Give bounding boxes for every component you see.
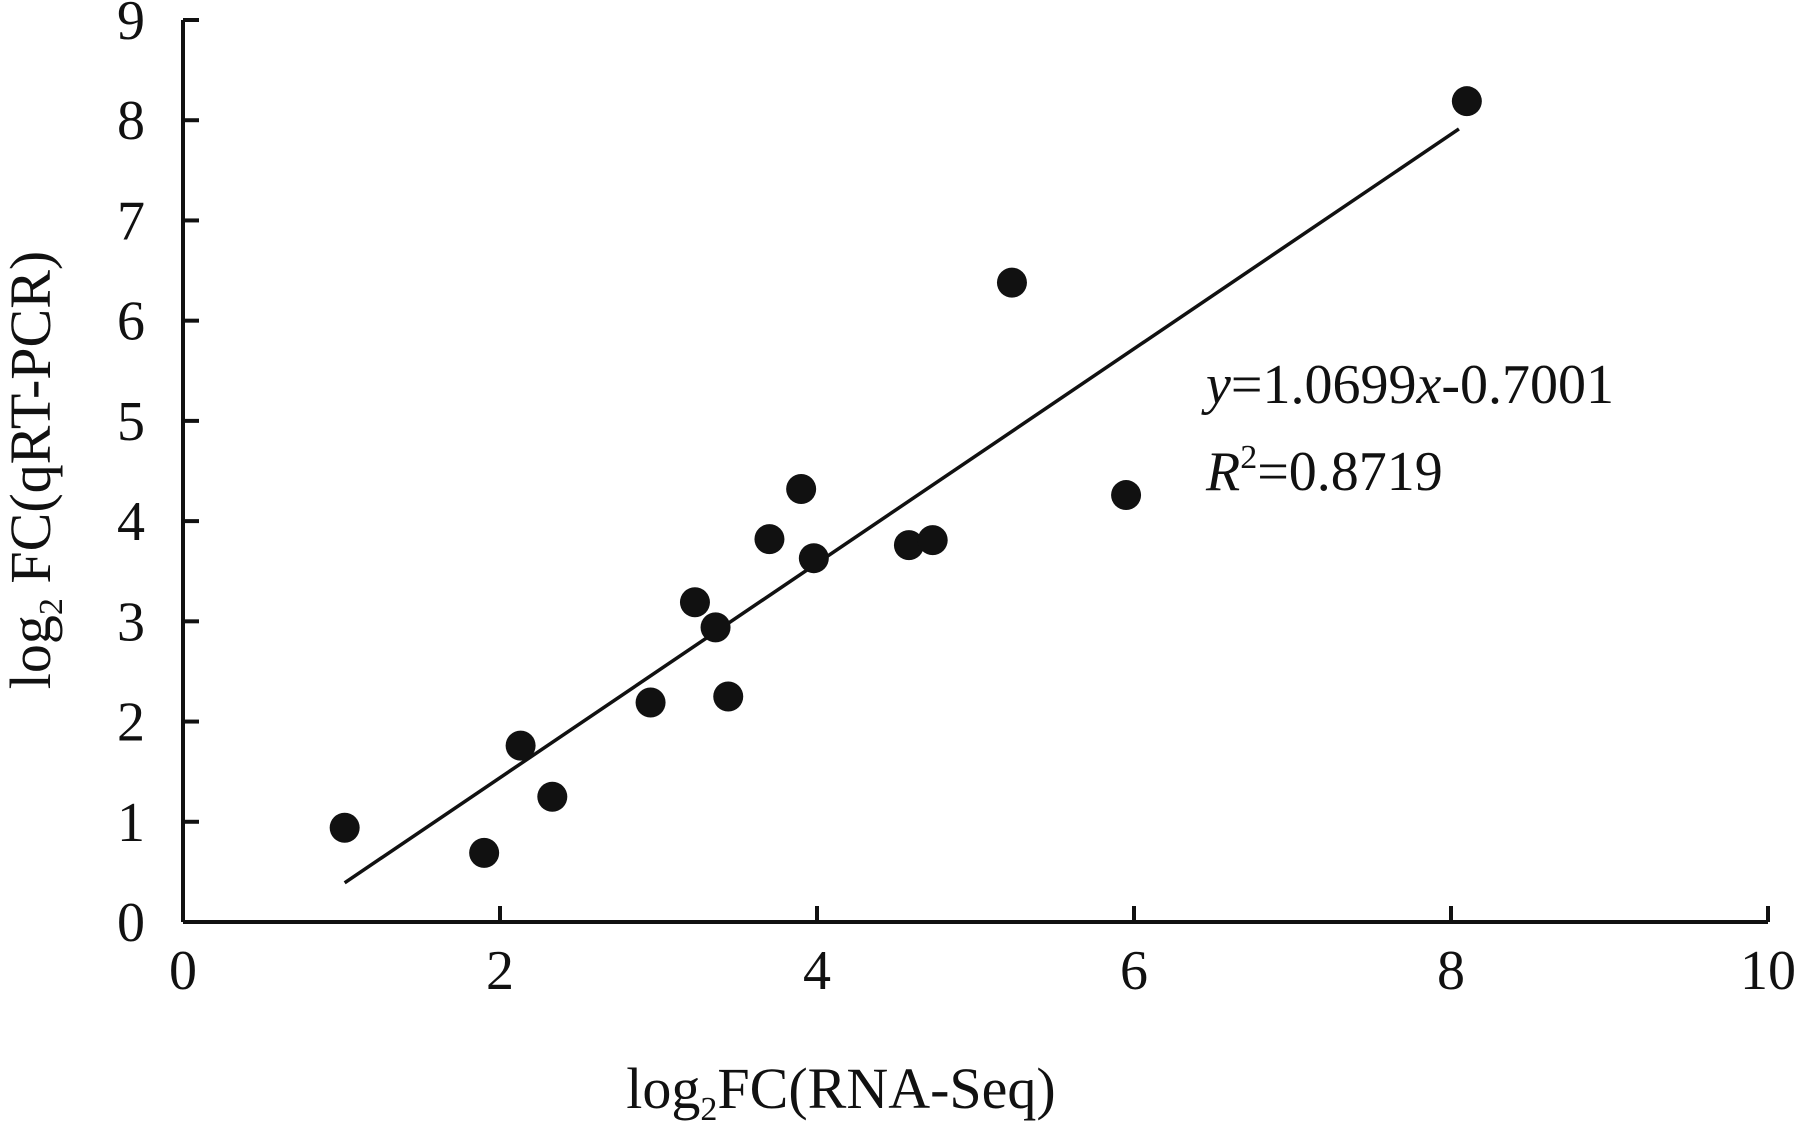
axes bbox=[181, 20, 1768, 924]
equation-x: x bbox=[1415, 354, 1441, 416]
x-tick-label: 8 bbox=[1437, 940, 1465, 1002]
data-point bbox=[754, 524, 785, 555]
equation-intercept: -0.7001 bbox=[1441, 354, 1614, 416]
data-points bbox=[329, 86, 1482, 868]
x-axis-label-sub: 2 bbox=[700, 1091, 717, 1123]
data-point bbox=[469, 837, 500, 868]
data-point bbox=[700, 612, 731, 643]
x-axis-label-log: log bbox=[626, 1056, 700, 1121]
r-squared: R2=0.8719 bbox=[1205, 439, 1443, 503]
y-tick-label: 6 bbox=[117, 291, 145, 353]
y-tick-label: 2 bbox=[117, 692, 145, 754]
data-point bbox=[1111, 480, 1142, 511]
y-axis-label-sub: 2 bbox=[33, 598, 70, 615]
data-point bbox=[679, 587, 710, 618]
y-tick-label: 1 bbox=[117, 792, 145, 854]
y-tick-label: 0 bbox=[117, 892, 145, 954]
equation-y: y bbox=[1201, 354, 1231, 416]
y-axis-label-log: log bbox=[0, 615, 63, 689]
y-axis-ticks: 0 1 2 3 4 5 6 7 8 9 bbox=[117, 0, 199, 954]
data-point bbox=[1451, 86, 1482, 117]
data-point bbox=[786, 474, 817, 505]
data-point bbox=[537, 781, 568, 812]
equation-slope: =1.0699 bbox=[1231, 354, 1417, 416]
data-point bbox=[917, 525, 948, 556]
r-squared-sup: 2 bbox=[1240, 439, 1257, 476]
y-axis-label-rest: FC(qRT-PCR) bbox=[0, 251, 63, 598]
x-tick-label: 4 bbox=[803, 940, 831, 1002]
trendline-equation: y=1.0699x-0.7001 bbox=[1201, 354, 1614, 416]
x-tick-label: 10 bbox=[1740, 940, 1796, 1002]
x-tick-label: 0 bbox=[169, 940, 197, 1002]
y-tick-label: 4 bbox=[117, 491, 145, 553]
data-point bbox=[329, 812, 360, 843]
y-tick-label: 3 bbox=[117, 591, 145, 653]
data-point bbox=[713, 681, 744, 712]
x-axis-ticks: 0 2 4 6 8 10 bbox=[169, 906, 1796, 1002]
r-squared-r: R bbox=[1205, 441, 1240, 503]
trendline bbox=[343, 127, 1460, 885]
r-squared-value: =0.8719 bbox=[1257, 441, 1443, 503]
y-tick-label: 9 bbox=[117, 0, 145, 52]
y-tick-label: 5 bbox=[117, 391, 145, 453]
data-point bbox=[635, 687, 666, 718]
x-axis-label-rest: FC(RNA-Seq) bbox=[717, 1056, 1055, 1121]
data-point bbox=[996, 267, 1027, 298]
y-tick-label: 8 bbox=[117, 90, 145, 152]
trendline-group bbox=[343, 127, 1460, 885]
data-point bbox=[893, 530, 924, 561]
x-axis-label: log2FC(RNA-Seq) bbox=[626, 1056, 1055, 1123]
data-point bbox=[798, 543, 829, 574]
x-tick-label: 2 bbox=[486, 940, 514, 1002]
y-tick-label: 7 bbox=[117, 190, 145, 252]
data-point bbox=[505, 730, 536, 761]
x-tick-label: 6 bbox=[1120, 940, 1148, 1002]
y-axis-label: log2 FC(qRT-PCR) bbox=[0, 251, 70, 689]
